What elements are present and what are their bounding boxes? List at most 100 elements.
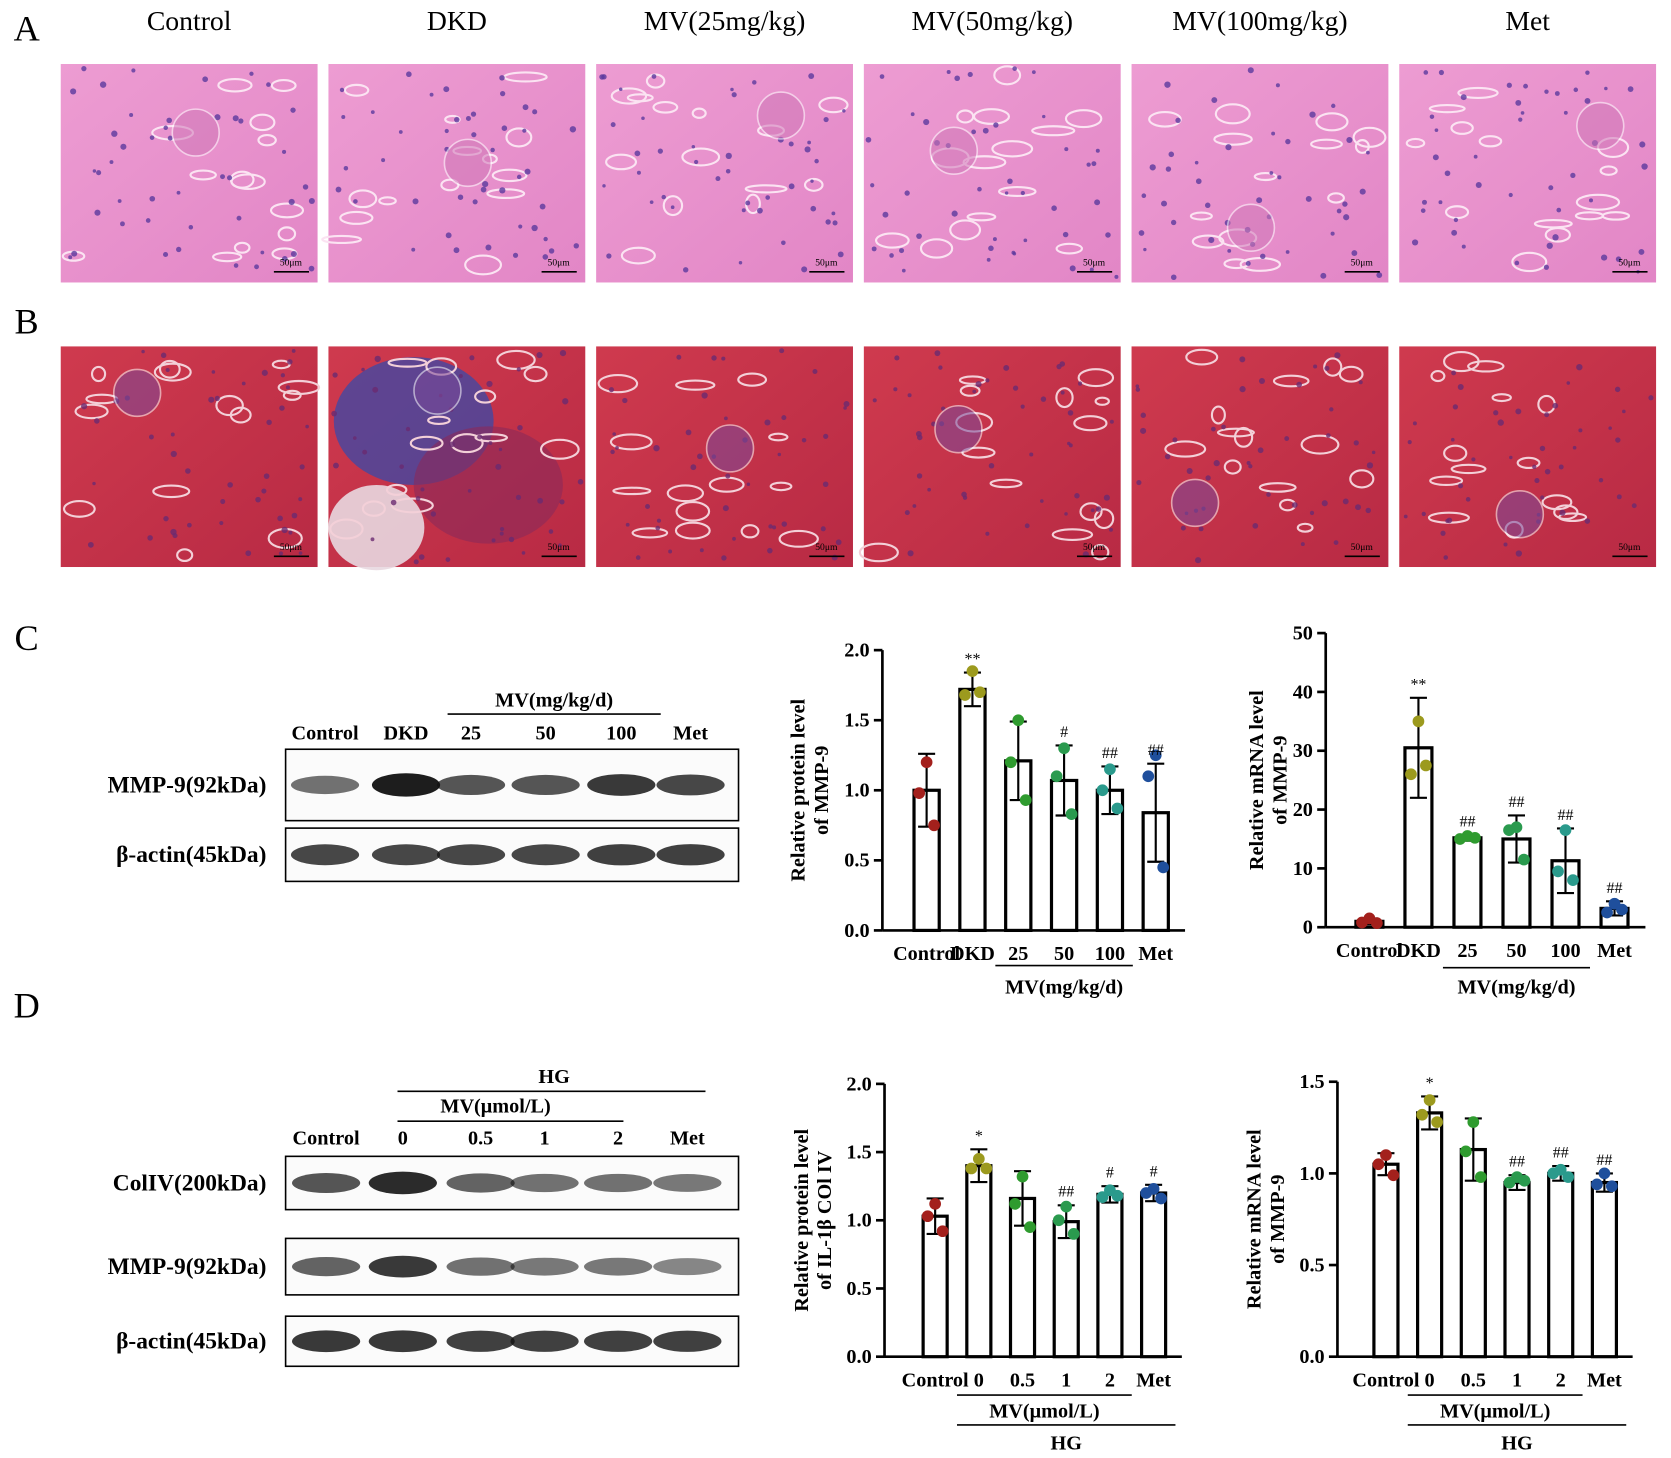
nucleus: [1604, 86, 1608, 91]
blot-band: [291, 1257, 361, 1277]
nucleus: [1497, 419, 1504, 426]
blot-band: [653, 1330, 722, 1352]
nucleus: [443, 86, 450, 93]
nucleus: [299, 464, 305, 470]
blot-band: [290, 844, 360, 866]
bar: [1459, 1147, 1487, 1359]
nucleus: [972, 389, 977, 394]
glomerulus: [934, 404, 983, 454]
y-tick-label: 2.0: [844, 640, 869, 662]
nucleus: [1506, 82, 1512, 88]
nucleus: [808, 73, 815, 79]
nucleus: [1515, 408, 1522, 415]
nucleus: [1460, 94, 1467, 101]
data-point: [1416, 1108, 1429, 1121]
nucleus: [882, 211, 889, 218]
nucleus: [263, 473, 270, 479]
nucleus: [558, 543, 562, 548]
nucleus: [768, 524, 773, 529]
nucleus: [1246, 461, 1251, 466]
data-point: [1601, 906, 1613, 919]
tubule: [949, 219, 982, 241]
nucleus: [288, 530, 293, 535]
nucleus: [865, 136, 872, 143]
nucleus: [332, 372, 338, 378]
nucleus: [148, 434, 154, 440]
nucleus: [651, 74, 657, 79]
nucleus: [825, 219, 831, 225]
nucleus: [1060, 390, 1065, 395]
nucleus: [287, 359, 293, 365]
data-point: [1380, 1149, 1392, 1161]
y-axis-label: Relative protein level: [788, 698, 810, 881]
nucleus: [745, 200, 751, 206]
nucleus: [731, 92, 737, 98]
nucleus: [1450, 437, 1455, 442]
tubule: [390, 497, 434, 514]
blot-band: [446, 1330, 515, 1352]
nucleus: [537, 497, 544, 504]
nucleus: [1420, 208, 1426, 213]
nucleus: [1552, 234, 1559, 241]
significance-label: #: [1106, 1165, 1114, 1182]
blot-band: [368, 1255, 437, 1278]
lane-label: 2: [613, 1128, 623, 1150]
tubule: [744, 184, 788, 194]
nucleus: [518, 224, 523, 229]
tubule: [1213, 132, 1253, 146]
nucleus: [610, 122, 616, 128]
nucleus: [682, 267, 689, 273]
nucleus: [469, 355, 475, 361]
nucleus: [302, 184, 309, 190]
nucleus: [870, 183, 875, 188]
data-point: [1009, 1198, 1021, 1210]
nucleus: [1585, 70, 1590, 75]
tubule: [1189, 211, 1213, 221]
tubule: [212, 251, 243, 263]
nucleus: [1067, 410, 1074, 416]
tissue-area: [328, 484, 425, 571]
y-tick-label: 0.0: [1299, 1346, 1324, 1368]
data-point: [1567, 874, 1579, 887]
data-point: [1024, 1221, 1036, 1233]
nucleus: [1059, 361, 1066, 367]
nucleus: [353, 199, 358, 204]
nucleus: [120, 221, 125, 227]
lane-label: 50: [536, 723, 556, 745]
nucleus: [1170, 219, 1177, 226]
nucleus: [1584, 518, 1591, 524]
tubule: [1164, 440, 1207, 458]
x-tick-label: 50: [1054, 943, 1074, 965]
nucleus: [490, 147, 495, 153]
nucleus: [946, 69, 951, 75]
nucleus: [453, 247, 460, 254]
data-point: [1503, 1176, 1516, 1189]
significance-label: ##: [1553, 1145, 1569, 1162]
nucleus: [1051, 205, 1057, 211]
nucleus: [1421, 199, 1427, 205]
nucleus: [927, 487, 931, 492]
nucleus: [715, 176, 721, 182]
nucleus: [1365, 507, 1371, 514]
nucleus: [1622, 409, 1626, 414]
nucleus: [752, 80, 757, 85]
nucleus: [163, 251, 169, 258]
tubule: [1354, 139, 1370, 154]
y-tick-label: 0.0: [844, 920, 869, 942]
data-point: [1155, 1192, 1167, 1205]
tubule: [1601, 211, 1631, 221]
nucleus: [1067, 441, 1071, 446]
significance-label: **: [1410, 676, 1426, 693]
column-header: Control: [147, 5, 232, 36]
lane-label: Met: [673, 723, 708, 745]
nucleus: [279, 405, 285, 411]
nucleus: [1353, 440, 1359, 446]
nucleus: [1271, 131, 1276, 136]
error-bar: [1147, 762, 1165, 863]
data-point: [1405, 768, 1417, 781]
lane-label: DKD: [384, 723, 429, 745]
tubule: [1216, 427, 1255, 438]
tubule: [966, 212, 997, 222]
nucleus: [559, 349, 567, 357]
significance-label: ##: [1607, 880, 1623, 897]
